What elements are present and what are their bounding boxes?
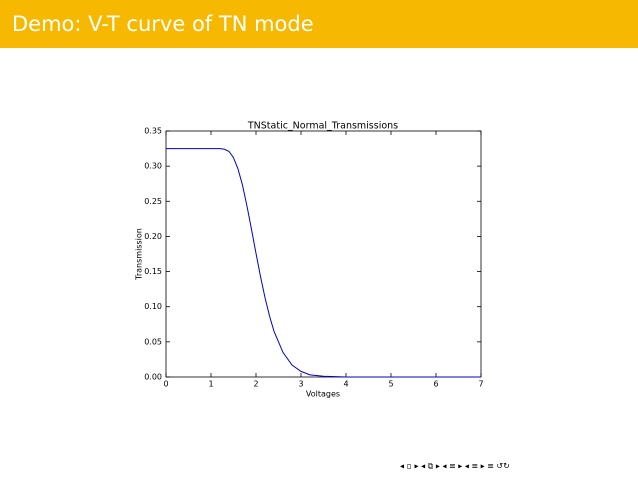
- x-tick-label: 7: [478, 380, 483, 389]
- y-tick-label: 0.25: [144, 197, 162, 206]
- y-axis-label: Transmission: [135, 228, 144, 281]
- y-tick-label: 0.05: [144, 337, 162, 346]
- plot-frame: [165, 130, 482, 378]
- data-line: [166, 148, 481, 378]
- x-axis-label: Voltages: [306, 390, 340, 399]
- y-tick-label: 0.10: [144, 302, 162, 311]
- x-tick-label: 4: [343, 380, 348, 389]
- x-tick-label: 1: [208, 380, 213, 389]
- y-tick-label: 0.15: [144, 267, 162, 276]
- y-tick-label: 0.00: [144, 373, 162, 382]
- chart-title: TNStatic_Normal_Transmissions: [247, 121, 398, 132]
- y-tick-label: 0.30: [144, 162, 162, 171]
- navigation-symbols: ◂ ▫ ▸ ◂ ⧉ ▸ ◂ ≡ ▸ ◂ ≡ ▸ ≡ ↺↻: [400, 462, 510, 471]
- y-tick-label: 0.35: [144, 127, 162, 136]
- svg-text:◂ ▫ ▸ ◂ ⧉ ▸ ◂ ≡ ▸ ◂ ≡ ▸ ≡: ◂ ▫ ▸ ◂ ⧉ ▸ ◂ ≡ ▸ ◂ ≡ ▸ ≡ ↺↻: [400, 462, 510, 471]
- x-tick-label: 2: [253, 380, 258, 389]
- title-bar: Demo: V-T curve of TN mode: [0, 0, 638, 48]
- y-tick-label: 0.20: [144, 232, 162, 241]
- x-tick-label: 3: [298, 380, 303, 389]
- x-tick-label: 5: [388, 380, 393, 389]
- x-tick-label: 6: [433, 380, 438, 389]
- slide-title: Demo: V-T curve of TN mode: [12, 12, 314, 36]
- x-tick-label: 0: [163, 380, 168, 389]
